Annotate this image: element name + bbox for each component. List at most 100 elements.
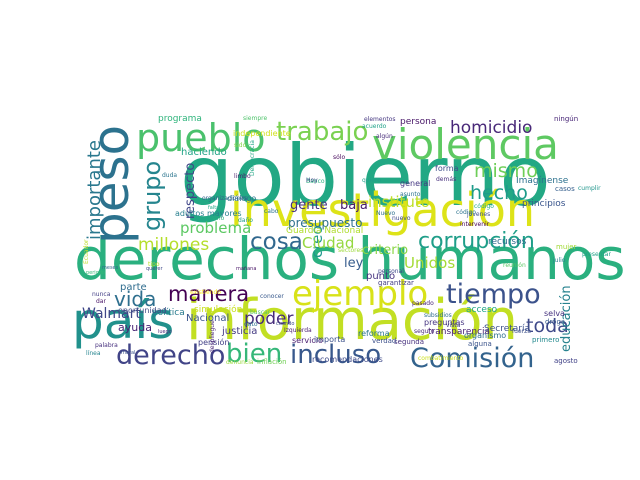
cloud-word: violencia [372,120,559,169]
cloud-word: subsidios [424,312,452,319]
cloud-word: Nacional [186,313,229,324]
cloud-word: agosto [554,357,578,365]
cloud-word: independiente [233,129,291,138]
cloud-word: presentar [582,251,611,258]
cloud-word: preguntas [424,318,465,327]
cloud-word: línea [86,350,101,357]
cloud-word: organismo [464,331,506,340]
cloud-word: fuerza [512,328,531,335]
cloud-word: Izquierda [284,327,312,334]
cloud-word: bien [226,339,282,369]
cloud-word: problema [180,219,251,237]
cloud-word: oportunidad [118,306,167,315]
cloud-word: información [186,288,518,353]
cloud-word: cumplir [578,185,601,192]
cloud-word: persona [400,117,436,127]
cloud-word: meses [102,265,119,271]
cloud-word: selva [544,309,565,318]
cloud-word: vista [446,322,461,329]
cloud-word: inflación [257,358,287,366]
cloud-word: hecho [470,182,528,204]
cloud-word: gobierno [180,127,551,225]
cloud-word: recomendaciones [312,355,383,364]
cloud-word: cabo [264,208,279,215]
cloud-word: denuncia [226,359,254,366]
cloud-word: recursos [488,237,527,247]
cloud-word: tiempo [446,279,541,310]
cloud-word: Imagínense [516,176,569,186]
cloud-word: importa [314,335,345,344]
cloud-word: Banco [306,178,325,185]
cloud-word: moral [121,350,135,356]
cloud-word: Secretaría [484,324,530,334]
cloud-word: sólo [333,154,345,161]
cloud-word: combatimiento [418,355,464,362]
cloud-word: trabajo [276,117,368,147]
cloud-word: Unidos [404,254,455,272]
cloud-word: demás [436,176,456,183]
cloud-word: asunto [400,191,421,198]
cloud-word: derechos humanos [74,225,626,293]
cloud-word: falta [208,205,219,211]
cloud-word: importante [84,140,105,240]
cloud-word: segunda [394,338,424,346]
cloud-word: haciendo [181,147,227,158]
cloud-word: grupo [138,161,166,231]
cloud-word: ayuda [118,321,152,334]
cloud-word: periodo [86,270,105,276]
cloud-word: derecho [116,340,225,371]
cloud-word: ningún [554,115,578,123]
cloud-word: alguna [468,340,492,348]
cloud-word: primero [532,336,559,344]
cloud-word: homicidio [450,118,532,138]
cloud-word: acceso [466,305,498,315]
cloud-word: intervenir [460,221,490,228]
cloud-word: educación [559,285,574,352]
cloud-word: creo [308,226,326,259]
cloud-word: luego [158,329,172,335]
cloud-word: verdad [372,337,396,345]
cloud-word: instituto [368,193,430,211]
cloud-word: limbo [234,173,251,180]
cloud-word: mujer [556,243,577,251]
cloud-word: Ciudad [302,234,354,252]
cloud-word: seguro [414,328,435,335]
cloud-word: parte [120,282,147,293]
cloud-word: toda [526,315,569,337]
cloud-word: daño [238,217,253,224]
cloud-word: conocer [260,293,284,300]
cloud-word: casos [555,185,575,193]
cloud-word: gente [290,198,328,213]
cloud-word: punto [366,271,395,282]
cloud-word: ejemplo [292,274,428,314]
cloud-word: organizaciones [202,195,247,202]
cloud-word: manera [168,282,249,306]
cloud-word: corrupción [418,229,535,254]
cloud-word: presupuesto [288,216,362,230]
cloud-word: Comisión [410,343,534,374]
cloud-word: simulación [194,304,242,315]
cloud-word: reunión [503,262,526,269]
cloud-word: investigación [230,183,535,237]
cloud-word: pasado [412,300,434,307]
cloud-word: Walmart [82,306,141,322]
cloud-word: respecto [183,163,198,219]
cloud-word: existiendo [190,289,221,296]
cloud-word: ley [344,256,364,271]
cloud-word: poder [244,309,293,329]
cloud-word: siempre [243,115,267,122]
cloud-word: buscar [250,309,271,316]
cloud-word: general [400,179,430,188]
cloud-word: país [72,292,174,350]
cloud-word: diálogo [227,194,256,203]
cloud-word: sectores [338,247,363,254]
cloud-word: despliegue [209,320,216,353]
cloud-word: justicia [221,326,257,337]
cloud-word: adultos mayores [175,209,242,218]
cloud-word: peso [82,125,140,244]
cloud-word: pensión [198,337,229,347]
cloud-word: Hoy [306,177,318,184]
cloud-word: baja [340,198,368,213]
